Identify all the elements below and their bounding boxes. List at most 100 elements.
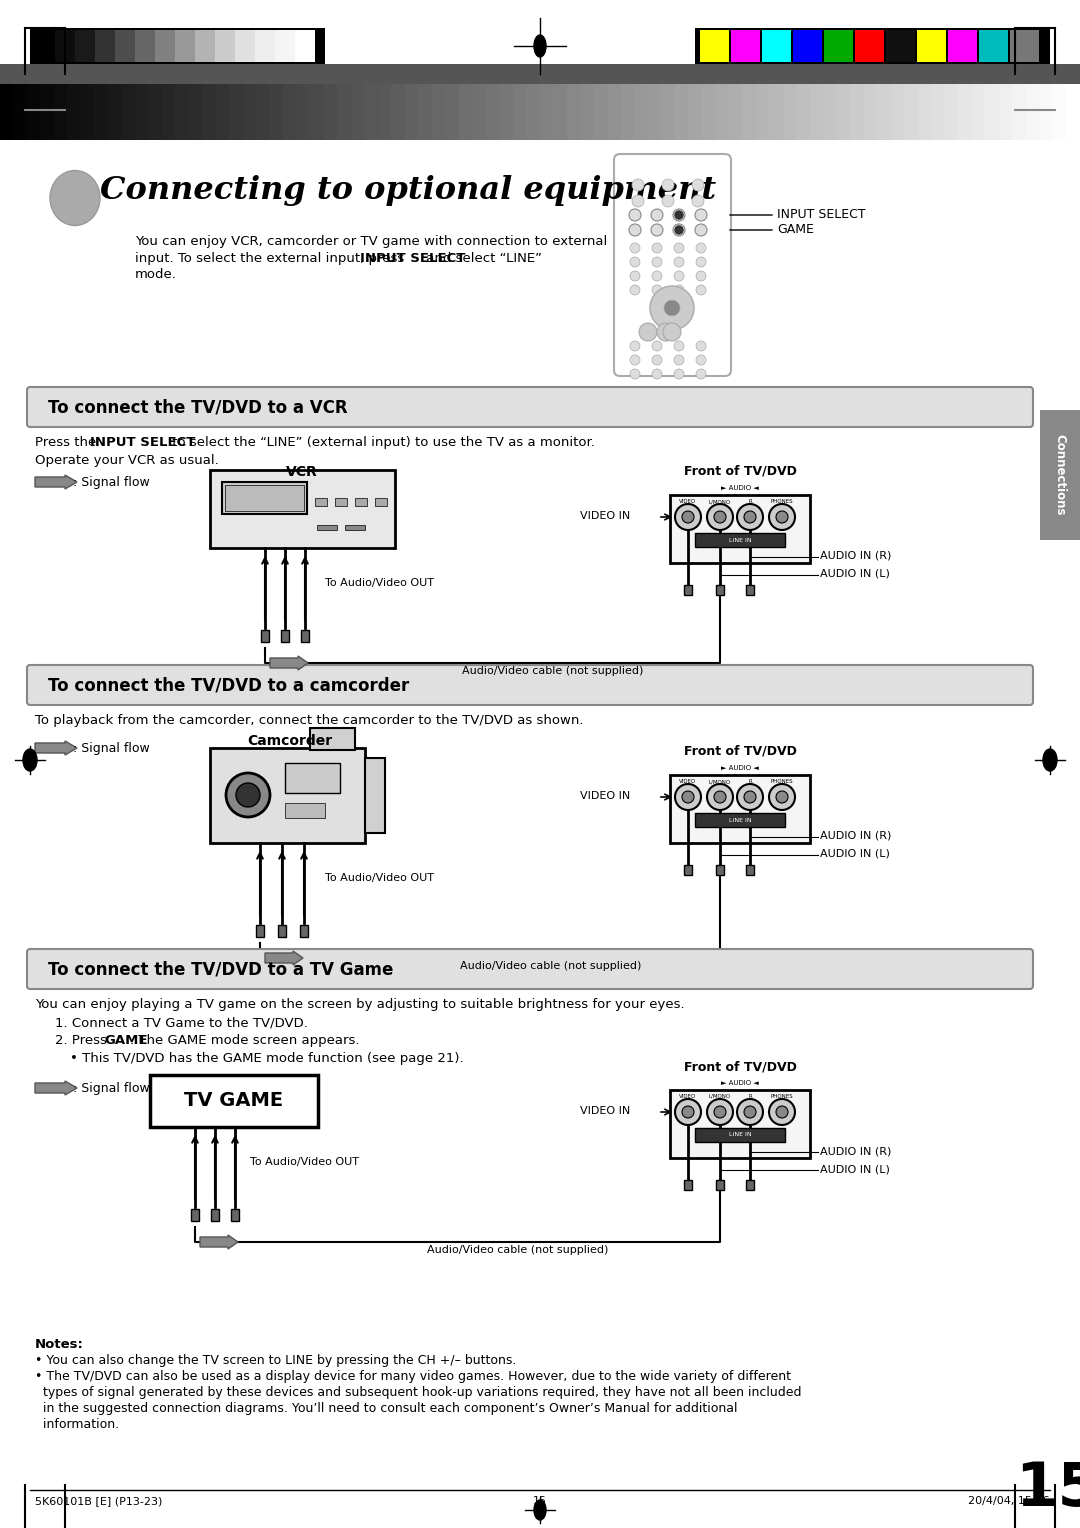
Circle shape (639, 322, 657, 341)
FancyBboxPatch shape (27, 949, 1032, 989)
Circle shape (696, 243, 706, 254)
Text: Operate your VCR as usual.: Operate your VCR as usual. (35, 454, 219, 468)
Circle shape (652, 368, 662, 379)
Bar (696, 28, 1050, 64)
Text: To connect the TV/DVD to a VCR: To connect the TV/DVD to a VCR (48, 397, 348, 416)
Text: : Signal flow: : Signal flow (73, 743, 150, 755)
Text: To connect the TV/DVD to a TV Game: To connect the TV/DVD to a TV Game (48, 960, 393, 978)
Circle shape (737, 504, 762, 530)
Text: INPUT SELECT: INPUT SELECT (90, 435, 195, 449)
Text: ► AUDIO ◄: ► AUDIO ◄ (721, 1080, 759, 1086)
Bar (225, 484, 303, 510)
Circle shape (707, 784, 733, 810)
Bar (917, 31, 946, 63)
Bar (886, 31, 915, 63)
Circle shape (696, 209, 707, 222)
Circle shape (692, 179, 704, 191)
Text: AUDIO IN (L): AUDIO IN (L) (820, 1164, 890, 1174)
Circle shape (652, 243, 662, 254)
Circle shape (632, 196, 644, 206)
Bar (365, 758, 384, 833)
Text: 1. Connect a TV Game to the TV/DVD.: 1. Connect a TV Game to the TV/DVD. (55, 1016, 308, 1028)
Circle shape (673, 225, 685, 235)
Text: to select the “LINE” (external input) to use the TV as a monitor.: to select the “LINE” (external input) to… (167, 435, 594, 449)
Bar (281, 630, 289, 642)
FancyBboxPatch shape (27, 387, 1032, 426)
Text: LINE IN: LINE IN (729, 1132, 752, 1137)
Text: To Audio/Video OUT: To Audio/Video OUT (325, 578, 434, 588)
Circle shape (652, 354, 662, 365)
Circle shape (630, 286, 640, 295)
Circle shape (674, 368, 684, 379)
Text: To Audio/Video OUT: To Audio/Video OUT (325, 872, 434, 883)
Circle shape (681, 792, 694, 804)
Bar (175, 31, 195, 63)
Circle shape (629, 209, 642, 222)
Circle shape (696, 341, 706, 351)
Bar (278, 924, 286, 937)
Text: AUDIO IN (R): AUDIO IN (R) (820, 1146, 891, 1157)
Text: information.: information. (35, 1418, 119, 1432)
Bar (222, 481, 307, 513)
Bar (285, 762, 340, 793)
Text: AUDIO IN (R): AUDIO IN (R) (820, 552, 891, 561)
Text: You can enjoy VCR, camcorder or TV game with connection to external: You can enjoy VCR, camcorder or TV game … (135, 235, 607, 248)
Bar (335, 498, 347, 506)
Text: AUDIO IN (L): AUDIO IN (L) (820, 850, 890, 859)
Bar (731, 31, 760, 63)
Circle shape (675, 504, 701, 530)
Bar (684, 585, 692, 594)
Ellipse shape (50, 171, 100, 226)
Bar (375, 498, 387, 506)
Text: • The TV/DVD can also be used as a display device for many video games. However,: • The TV/DVD can also be used as a displ… (35, 1371, 791, 1383)
Bar (30, 28, 325, 64)
Bar (35, 31, 55, 63)
Circle shape (630, 243, 640, 254)
Circle shape (650, 286, 694, 330)
FancyBboxPatch shape (27, 665, 1032, 704)
Text: To playback from the camcorder, connect the camcorder to the TV/DVD as shown.: To playback from the camcorder, connect … (35, 714, 583, 727)
Circle shape (674, 243, 684, 254)
Bar (746, 865, 754, 876)
FancyArrow shape (200, 1235, 238, 1248)
Circle shape (769, 784, 795, 810)
Circle shape (714, 510, 726, 523)
Text: To Audio/Video OUT: To Audio/Video OUT (249, 1157, 359, 1167)
Bar (355, 498, 367, 506)
Circle shape (652, 286, 662, 295)
Ellipse shape (534, 1500, 546, 1520)
Circle shape (696, 257, 706, 267)
Bar (855, 31, 885, 63)
Circle shape (696, 270, 706, 281)
FancyArrow shape (35, 741, 77, 755)
Text: Audio/Video cable (not supplied): Audio/Video cable (not supplied) (460, 961, 642, 970)
Text: VIDEO IN: VIDEO IN (580, 792, 631, 801)
Text: and select “LINE”: and select “LINE” (422, 252, 542, 264)
Bar (135, 31, 156, 63)
Text: Front of TV/DVD: Front of TV/DVD (684, 1060, 796, 1073)
Bar (150, 1076, 318, 1128)
Circle shape (664, 299, 680, 316)
Bar (696, 533, 785, 547)
Circle shape (673, 209, 685, 222)
Text: 20/4/04, 15:46: 20/4/04, 15:46 (969, 1496, 1050, 1507)
Bar (978, 31, 1008, 63)
Text: Audio/Video cable (not supplied): Audio/Video cable (not supplied) (462, 666, 644, 675)
Bar (1040, 410, 1080, 539)
Bar (300, 924, 308, 937)
Circle shape (769, 1099, 795, 1125)
Bar (210, 749, 365, 843)
Circle shape (777, 792, 788, 804)
Circle shape (681, 1106, 694, 1118)
Text: INPUT SELECT: INPUT SELECT (360, 252, 465, 264)
Text: ► AUDIO ◄: ► AUDIO ◄ (721, 766, 759, 772)
Circle shape (662, 179, 674, 191)
Text: AUDIO IN (L): AUDIO IN (L) (820, 568, 890, 579)
Text: 5K60101B [E] (P13-23): 5K60101B [E] (P13-23) (35, 1496, 162, 1507)
Circle shape (630, 257, 640, 267)
Bar (762, 31, 791, 63)
Text: Press the: Press the (35, 435, 100, 449)
Bar (295, 31, 315, 63)
Bar (746, 1180, 754, 1190)
Bar (746, 585, 754, 594)
